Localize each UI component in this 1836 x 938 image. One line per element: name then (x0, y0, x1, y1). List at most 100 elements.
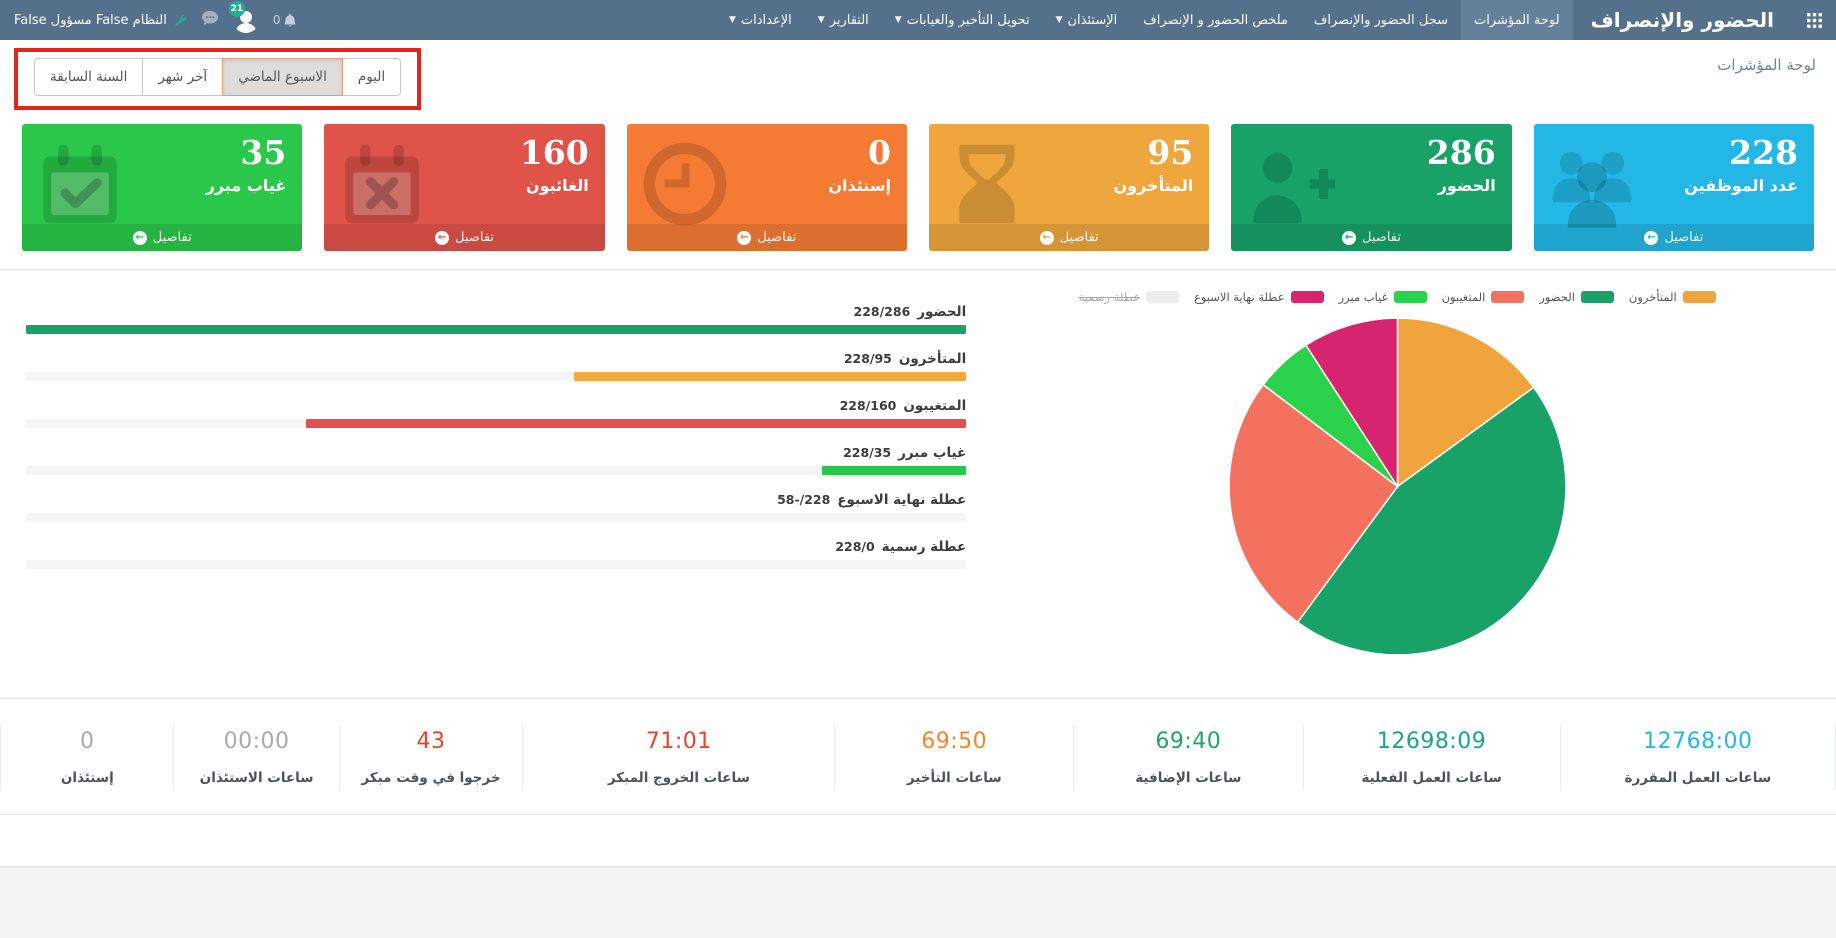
stat-cards-row: 228 عدد الموظفين تفاصيل 286 الحضور تفاصي… (0, 110, 1836, 255)
stat-permission-hours: 00:00 ساعات الاستئذان (174, 725, 340, 790)
bar-fill (821, 466, 967, 475)
card-value: 228 (1729, 133, 1798, 172)
card-label: غياب مبرر (205, 175, 287, 195)
notification-count: 0 (272, 13, 281, 27)
legend-swatch (1145, 291, 1179, 303)
nav-item-attendance-summary[interactable]: ملخص الحضور و الإنصراف▼ (1143, 12, 1288, 28)
page-header: لوحة المؤشرات اليوم الاسبوع الماضي آخر ش… (0, 40, 1836, 110)
bar-track (26, 466, 967, 475)
nav-item-attendance-log[interactable]: سجل الحضور والإنصراف▼ (1313, 12, 1449, 28)
legend-swatch (1580, 291, 1614, 303)
legend-item-present[interactable]: الحضور (1539, 290, 1614, 304)
avatar[interactable]: 21 (228, 1, 259, 33)
avatar-badge: 21 (228, 1, 245, 17)
card-value: 286 (1426, 133, 1496, 172)
filter-button-last-week[interactable]: الاسبوع الماضي (222, 58, 343, 96)
arrow-circle-left-icon (132, 230, 147, 245)
card-value: 0 (868, 133, 892, 172)
nav-item-dashboard[interactable]: لوحة المؤشرات▼ (1461, 0, 1573, 40)
nav-item-reports[interactable]: التقارير ▼ (817, 12, 869, 28)
app-launcher-grid-icon[interactable] (1792, 0, 1836, 40)
bar-fill (306, 419, 967, 428)
card-employees-count[interactable]: 228 عدد الموظفين تفاصيل (1533, 124, 1814, 251)
card-value: 160 (519, 133, 589, 172)
date-filter-group: اليوم الاسبوع الماضي آخر شهر السنة الساب… (34, 58, 402, 96)
arrow-circle-left-icon (1342, 230, 1357, 245)
pie-slice-4[interactable] (1304, 317, 1398, 490)
stat-early-exit-hours: 71:01 ساعات الخروج المبكر (523, 725, 836, 790)
legend-swatch (1290, 291, 1324, 303)
bar-track (26, 419, 967, 428)
legend-item-absent[interactable]: المتغيبون (1442, 290, 1525, 304)
nav-item-permission[interactable]: الإستئذان ▼ (1055, 12, 1118, 28)
card-details-link[interactable]: تفاصيل (324, 224, 605, 251)
card-details-link[interactable]: تفاصيل (22, 224, 303, 251)
card-details-link[interactable]: تفاصيل (1231, 224, 1512, 251)
arrow-circle-left-icon (737, 230, 752, 245)
card-permission[interactable]: 0 إستئذان تفاصيل (626, 124, 908, 251)
clock-icon (643, 142, 727, 226)
calendar-check-icon (43, 144, 117, 224)
card-details-link[interactable]: تفاصيل (929, 224, 1210, 251)
card-present[interactable]: 286 الحضور تفاصيل (1231, 124, 1512, 251)
stat-overtime-hours: 69:40 ساعات الإضافية (1074, 725, 1304, 790)
pie-slice-0[interactable] (1396, 317, 1535, 488)
bar-row-absent: المتغيبون 228/160 (26, 398, 967, 428)
card-details-link[interactable]: تفاصيل (1533, 224, 1814, 251)
chat-button[interactable] (201, 10, 219, 30)
hourglass-icon (959, 144, 1015, 224)
wrench-icon (175, 14, 187, 27)
legend-swatch (1682, 291, 1716, 303)
legend-item-latecomers[interactable]: المتأخرون (1629, 290, 1716, 304)
navbar-user-area: 0 21 النظام False مسؤول False (0, 0, 311, 40)
arrow-circle-left-icon (1039, 230, 1054, 245)
bell-icon (283, 13, 296, 27)
legend-swatch (1491, 291, 1525, 303)
user-plus-icon (1253, 152, 1336, 224)
notifications-button[interactable]: 0 (273, 13, 297, 28)
top-navbar: الحضور والإنصراف لوحة المؤشرات▼ سجل الحض… (0, 0, 1836, 40)
card-label: الغائبون (525, 175, 589, 195)
legend-item-weekend[interactable]: عطلة نهاية الاسبوع (1194, 290, 1324, 304)
pie-slice-1[interactable] (1296, 386, 1567, 656)
user-menu[interactable]: النظام False مسؤول False (14, 13, 187, 28)
filter-button-previous-year[interactable]: السنة السابقة (34, 58, 144, 96)
stat-left-early-count: 43 خرجوا في وقت مبكر (340, 725, 524, 790)
arrow-circle-left-icon (435, 230, 450, 245)
card-label: إستئذان (828, 175, 892, 195)
stat-permission-count: 0 إستئذان (0, 725, 175, 790)
calendar-x-icon (345, 144, 420, 224)
date-filter-area: اليوم الاسبوع الماضي آخر شهر السنة الساب… (14, 48, 422, 110)
hours-summary-row: 12768:00 ساعات العمل المقررة 12698:09 ساعا… (0, 699, 1836, 815)
card-absentees[interactable]: 160 الغائبون تفاصيل (324, 124, 605, 251)
bar-track (26, 325, 967, 334)
chevron-down-icon: ▼ (728, 15, 736, 25)
card-justified-absence[interactable]: 35 غياب مبرر تفاصيل (22, 124, 303, 251)
nav-item-settings[interactable]: الإعدادات ▼ (728, 12, 792, 28)
legend-item-official-holiday[interactable]: عطلة رسمية (1079, 290, 1179, 304)
card-details-link[interactable]: تفاصيل (626, 224, 908, 251)
card-label: المتأخرون (1113, 175, 1194, 195)
stat-scheduled-work-hours: 12768:00 ساعات العمل المقررة (1561, 725, 1836, 790)
nav-item-convert-delays[interactable]: تحويل التأخير والغيابات ▼ (894, 12, 1030, 28)
legend-swatch (1393, 291, 1427, 303)
pie-legend: المتأخرون الحضور المتغيبون غياب مبرر عطل… (1079, 290, 1716, 304)
stat-delay-hours: 69:50 ساعات التأخير (835, 725, 1075, 790)
bar-row-official-holiday: عطلة رسمية 228/0 (26, 539, 967, 569)
chevron-down-icon: ▼ (1055, 15, 1063, 25)
pie-chart-section: المتأخرون الحضور المتغيبون غياب مبرر عطل… (972, 290, 1822, 686)
bar-row-present: الحضور 228/286 (26, 304, 967, 334)
card-value: 35 (240, 133, 287, 172)
page-footer (0, 866, 1836, 938)
stat-actual-work-hours: 12698:09 ساعات العمل الفعلية (1304, 725, 1561, 790)
page-title: لوحة المؤشرات (1717, 56, 1816, 74)
pie-slice-2[interactable] (1227, 383, 1399, 624)
filter-button-today[interactable]: اليوم (341, 58, 402, 96)
filter-button-last-month[interactable]: آخر شهر (142, 58, 224, 96)
users-icon (1552, 151, 1631, 228)
arrow-circle-left-icon (1644, 230, 1659, 245)
bar-track (26, 372, 967, 381)
legend-item-justified-absence[interactable]: غياب مبرر (1339, 290, 1427, 304)
card-latecomers[interactable]: 95 المتأخرون تفاصيل (929, 124, 1210, 251)
brand-title[interactable]: الحضور والإنصراف (1590, 8, 1774, 32)
